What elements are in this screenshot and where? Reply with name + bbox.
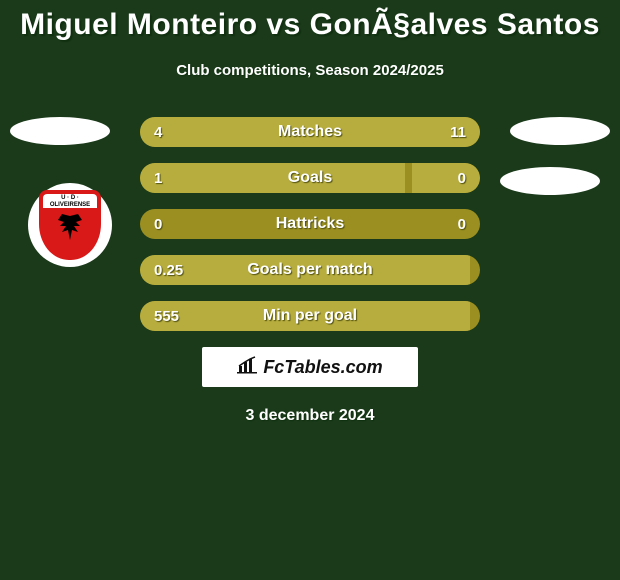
date-text: 3 december 2024 [0, 407, 620, 425]
stat-row-goals: 1 Goals 0 [140, 163, 480, 193]
stat-right-value: 0 [458, 170, 466, 187]
page-title: Miguel Monteiro vs GonÃ§alves Santos [0, 8, 620, 42]
stat-row-matches: 4 Matches 11 [140, 117, 480, 147]
stat-label: Goals [140, 169, 480, 187]
stat-right-value: 11 [450, 124, 466, 141]
subtitle: Club competitions, Season 2024/2025 [0, 62, 620, 79]
eagle-icon [50, 212, 90, 244]
player-left-photo-placeholder [10, 117, 110, 145]
stat-label: Hattricks [140, 215, 480, 233]
stats-area: U · D · OLIVEIRENSE 4 Matches 11 1 [0, 117, 620, 425]
stat-label: Goals per match [140, 261, 480, 279]
main-container: Miguel Monteiro vs GonÃ§alves Santos Clu… [0, 0, 620, 425]
stat-right-value: 0 [458, 216, 466, 233]
player-left-club-crest: U · D · OLIVEIRENSE [28, 183, 112, 267]
player-right-photo-placeholder [510, 117, 610, 145]
branding-text: FcTables.com [263, 357, 382, 378]
stat-label: Min per goal [140, 307, 480, 325]
stat-row-min-per-goal: 555 Min per goal [140, 301, 480, 331]
stat-row-hattricks: 0 Hattricks 0 [140, 209, 480, 239]
stat-row-goals-per-match: 0.25 Goals per match [140, 255, 480, 285]
stat-label: Matches [140, 123, 480, 141]
player-right-club-placeholder [500, 167, 600, 195]
crest-text: U · D · OLIVEIRENSE [43, 194, 97, 208]
branding-badge[interactable]: FcTables.com [202, 347, 418, 387]
chart-icon [237, 356, 259, 379]
stats-bars: 4 Matches 11 1 Goals 0 0 Hattricks 0 [140, 117, 480, 331]
